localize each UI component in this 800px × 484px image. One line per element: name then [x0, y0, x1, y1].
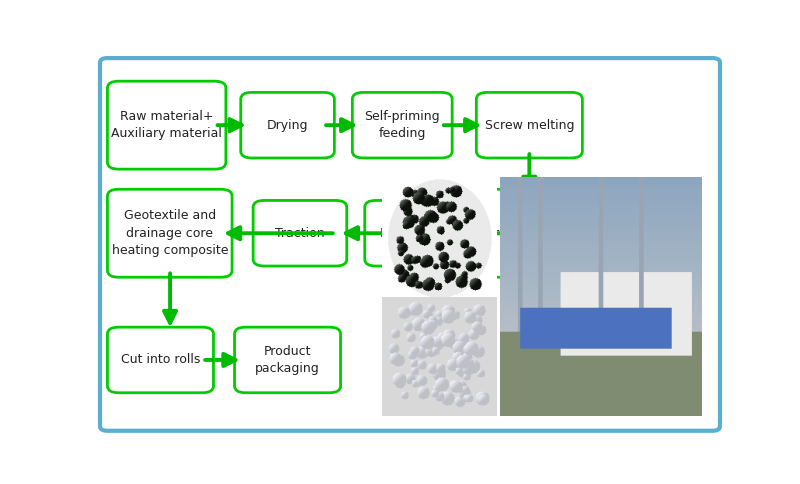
Text: Model port
rotation and
extrusion: Model port rotation and extrusion — [494, 209, 570, 257]
Text: Geotextile and
drainage core
heating composite: Geotextile and drainage core heating com… — [111, 209, 228, 257]
FancyBboxPatch shape — [352, 92, 452, 158]
FancyBboxPatch shape — [107, 327, 214, 393]
FancyBboxPatch shape — [107, 81, 226, 169]
FancyBboxPatch shape — [234, 327, 341, 393]
Text: Raw material+
Auxiliary material: Raw material+ Auxiliary material — [111, 110, 222, 140]
Text: Screw melting: Screw melting — [485, 119, 574, 132]
Text: Product
packaging: Product packaging — [255, 345, 320, 375]
Text: Formulate: Formulate — [380, 227, 443, 240]
Text: Self-priming
feeding: Self-priming feeding — [365, 110, 440, 140]
FancyBboxPatch shape — [100, 58, 720, 431]
FancyBboxPatch shape — [476, 189, 589, 277]
FancyBboxPatch shape — [253, 200, 346, 266]
FancyBboxPatch shape — [476, 92, 582, 158]
Text: Traction: Traction — [275, 227, 325, 240]
Text: Drying: Drying — [266, 119, 308, 132]
Text: Cut into rolls: Cut into rolls — [121, 353, 200, 366]
FancyBboxPatch shape — [107, 189, 232, 277]
FancyBboxPatch shape — [365, 200, 458, 266]
FancyBboxPatch shape — [241, 92, 334, 158]
